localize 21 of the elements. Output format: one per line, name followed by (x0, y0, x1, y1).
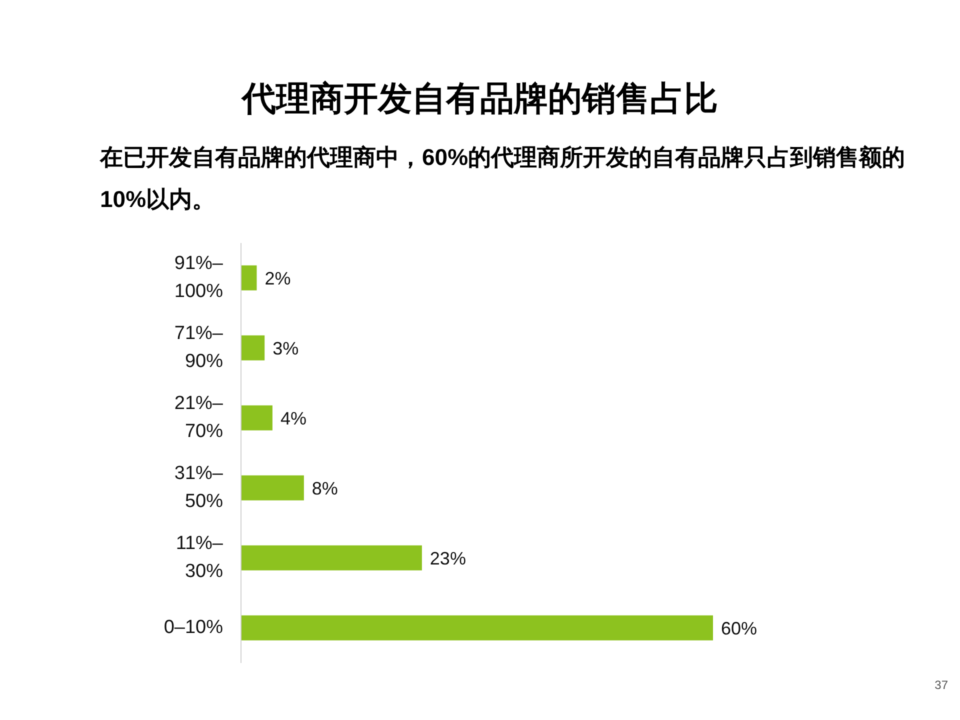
data-label: 4% (280, 408, 306, 428)
y-tick-label: 71%–90% (174, 323, 224, 372)
bar (241, 405, 272, 430)
chart-subtitle: 在已开发自有品牌的代理商中，60%的代理商所开发的自有品牌只占到销售额的10%以内。 (100, 143, 906, 214)
y-tick-label: 11%–30% (176, 533, 224, 582)
data-label: 23% (430, 548, 466, 568)
data-label: 2% (264, 268, 291, 288)
bar (241, 335, 265, 360)
y-tick-label: 0–10% (164, 617, 224, 638)
chart-title: 代理商开发自有品牌的销售占比 (240, 78, 719, 121)
data-label: 3% (272, 338, 299, 358)
data-label: 8% (312, 478, 338, 498)
bar (241, 545, 422, 570)
bar (241, 475, 304, 500)
bar (241, 265, 257, 290)
bar (241, 615, 713, 640)
data-label: 60% (721, 618, 758, 638)
y-tick-label: 31%–50% (174, 463, 224, 512)
y-tick-label: 91%–100% (174, 253, 224, 302)
y-tick-label: 21%–70% (174, 393, 224, 442)
text: 37 (934, 678, 948, 692)
